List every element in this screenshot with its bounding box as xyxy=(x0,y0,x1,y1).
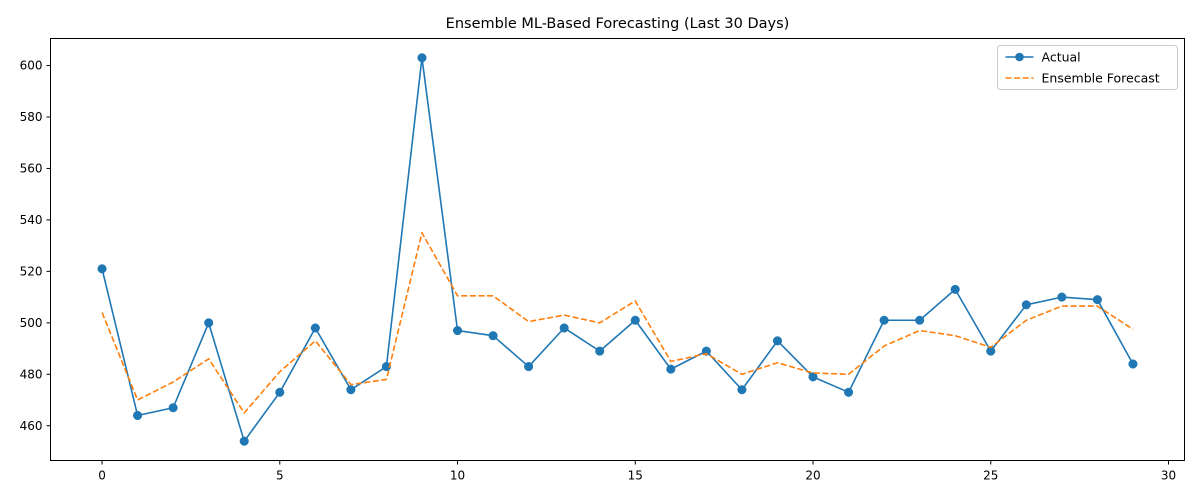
y-axis: 460 480 500 520 540 560 580 600 xyxy=(20,59,51,433)
series-line-actual xyxy=(101,56,1134,443)
x-tick-label: 0 xyxy=(98,469,106,483)
y-tick-label: 600 xyxy=(20,59,43,73)
legend-box xyxy=(997,45,1178,90)
legend: Actual Ensemble Forecast xyxy=(997,45,1178,90)
data-point xyxy=(950,284,960,294)
y-tick-label: 480 xyxy=(20,367,43,381)
chart-title: Ensemble ML-Based Forecasting (Last 30 D… xyxy=(446,16,790,32)
y-tick-label: 500 xyxy=(20,316,43,330)
data-point xyxy=(701,346,711,356)
legend-label: Actual xyxy=(1042,50,1081,65)
data-point xyxy=(559,323,569,333)
data-point xyxy=(986,346,996,356)
data-point xyxy=(346,385,356,395)
data-point xyxy=(204,318,214,328)
x-tick-label: 10 xyxy=(450,469,465,483)
data-point xyxy=(239,436,249,446)
y-tick-label: 460 xyxy=(20,419,43,433)
data-point xyxy=(1128,359,1138,369)
y-tick-label: 580 xyxy=(20,110,43,124)
series-layer xyxy=(97,53,1138,446)
data-point xyxy=(666,364,676,374)
data-point xyxy=(168,403,178,413)
x-tick-label: 25 xyxy=(983,469,998,483)
data-point xyxy=(1021,300,1031,310)
x-tick-label: 30 xyxy=(1161,469,1176,483)
x-tick-label: 15 xyxy=(628,469,643,483)
x-axis: 0 5 10 15 20 25 30 xyxy=(98,460,1176,483)
data-point xyxy=(452,326,463,336)
data-point xyxy=(524,362,534,372)
x-tick-label: 20 xyxy=(805,469,820,483)
data-point xyxy=(595,346,605,356)
y-tick-label: 520 xyxy=(20,265,43,279)
data-point xyxy=(381,362,391,372)
plot-area-frame xyxy=(50,38,1185,461)
legend-marker xyxy=(1015,52,1024,62)
data-point xyxy=(417,53,427,63)
data-point xyxy=(310,323,320,333)
legend-label: Ensemble Forecast xyxy=(1042,71,1160,86)
y-tick-label: 560 xyxy=(20,162,43,176)
data-point xyxy=(275,387,285,397)
data-point xyxy=(1092,295,1102,305)
data-point xyxy=(879,315,889,325)
data-point xyxy=(133,410,143,421)
x-tick-label: 5 xyxy=(276,469,284,483)
data-point xyxy=(772,336,783,346)
y-tick-label: 540 xyxy=(20,213,43,227)
data-point xyxy=(737,385,747,395)
data-point xyxy=(844,387,854,397)
data-point xyxy=(1057,292,1067,302)
data-point xyxy=(808,372,818,382)
series-line-ensemble-forecast xyxy=(101,231,1134,414)
data-point xyxy=(915,315,925,325)
data-point xyxy=(97,264,107,274)
data-point xyxy=(630,315,640,325)
data-point xyxy=(488,331,498,341)
